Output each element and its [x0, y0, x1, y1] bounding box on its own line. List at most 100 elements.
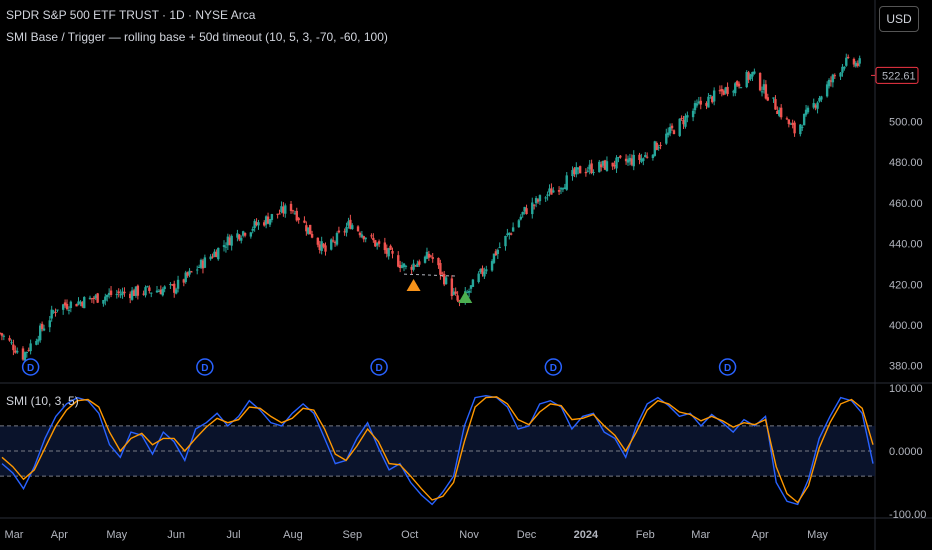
- candle-body: [734, 83, 737, 94]
- price-tick-label: 500.00: [889, 116, 923, 128]
- candle-body: [10, 342, 13, 344]
- candle-body: [483, 271, 486, 277]
- candle-body: [67, 309, 71, 311]
- price-tick-label: 460.00: [889, 198, 923, 210]
- candle-body: [538, 195, 542, 202]
- candle-body: [8, 337, 11, 341]
- candle-body: [276, 213, 279, 215]
- candle-body: [358, 232, 362, 236]
- candle-body: [452, 291, 455, 295]
- candle-body: [270, 214, 274, 220]
- candle-body: [799, 124, 802, 135]
- candle-body: [284, 205, 287, 214]
- price-axis[interactable]: 380.00 400.00 420.00 440.00 460.00 480.00 500.…: [871, 66, 926, 521]
- candle-body: [804, 109, 808, 115]
- candle-body: [134, 286, 138, 296]
- candle-body: [253, 220, 256, 229]
- candle-body: [722, 90, 725, 95]
- time-tick-label: Jun: [167, 529, 185, 541]
- candle-body: [410, 266, 413, 270]
- dividend-icon-label: D: [550, 363, 557, 374]
- candle-body: [659, 145, 662, 147]
- candle-body: [605, 161, 609, 171]
- trigger-marker: [406, 279, 421, 291]
- candle-body: [414, 265, 417, 267]
- dividend-icon: [718, 358, 737, 376]
- candle-body: [349, 219, 352, 229]
- candle-body: [571, 170, 574, 177]
- candle-body: [668, 127, 672, 134]
- candle-body: [762, 84, 766, 91]
- candlestick-series: [0, 53, 861, 365]
- candle-body: [437, 257, 440, 266]
- candle-body: [377, 241, 381, 244]
- candle-body: [331, 240, 335, 242]
- candle-body: [444, 277, 448, 285]
- candle-body: [142, 293, 145, 295]
- candle-body: [506, 233, 509, 235]
- candle-body: [693, 103, 697, 111]
- candle-body: [577, 167, 580, 170]
- candle-body: [228, 237, 231, 246]
- candle-body: [23, 352, 27, 361]
- price-tick-label: 420.00: [889, 279, 923, 291]
- last-price-label: 522.61: [882, 70, 916, 82]
- candle-body: [766, 97, 769, 101]
- candle-body: [776, 110, 779, 115]
- candle-body: [496, 249, 500, 254]
- candle-body: [753, 71, 756, 74]
- candle-body: [707, 96, 710, 108]
- time-tick-label: Mar: [5, 529, 24, 541]
- candle-body: [831, 74, 835, 83]
- candle-body: [203, 257, 207, 268]
- time-tick-label: May: [807, 529, 828, 541]
- candle-body: [573, 168, 576, 175]
- candle-body: [550, 188, 553, 195]
- time-tick-label: Aug: [283, 529, 303, 541]
- currency-button[interactable]: USD: [879, 6, 919, 32]
- candle-body: [525, 208, 528, 215]
- candle-body: [814, 105, 817, 108]
- candle-body: [670, 125, 674, 129]
- candle-body: [335, 233, 339, 245]
- candle-body: [146, 286, 149, 288]
- candle-body: [841, 66, 844, 73]
- candle-body: [812, 103, 815, 108]
- candle-body: [825, 84, 829, 97]
- candle-body: [467, 291, 471, 293]
- candle-body: [106, 294, 109, 297]
- time-tick-label: Sep: [343, 529, 363, 541]
- candle-body: [479, 268, 482, 273]
- candle-body: [197, 266, 201, 268]
- candle-body: [199, 259, 203, 268]
- candle-body: [372, 237, 375, 241]
- candle-body: [490, 261, 494, 271]
- candle-body: [745, 72, 748, 88]
- candle-body: [90, 298, 94, 300]
- candle-body: [820, 96, 823, 100]
- candle-body: [521, 212, 524, 215]
- candle-body: [412, 263, 415, 270]
- candle-body: [320, 241, 323, 251]
- candle-body: [209, 256, 212, 260]
- candle-body: [640, 158, 643, 162]
- candle-body: [226, 236, 230, 246]
- candle-body: [695, 103, 699, 106]
- candle-body: [56, 309, 59, 311]
- candle-body: [155, 290, 159, 293]
- candle-body: [109, 290, 113, 295]
- candle-body: [40, 323, 44, 330]
- candle-body: [241, 231, 245, 236]
- candle-body: [104, 296, 107, 301]
- time-axis[interactable]: Mar Apr May Jun Jul Aug Sep Oct Nov Dec 2024 Feb Mar…: [5, 529, 829, 541]
- candle-body: [398, 264, 402, 269]
- oscillator-title: SMI (10, 3, 5): [6, 394, 79, 408]
- candle-body: [598, 161, 601, 173]
- candle-body: [128, 293, 132, 299]
- candle-body: [456, 295, 459, 301]
- candle-body: [644, 155, 647, 158]
- candle-body: [69, 301, 73, 308]
- candle-body: [709, 94, 712, 96]
- candle-body: [425, 251, 429, 259]
